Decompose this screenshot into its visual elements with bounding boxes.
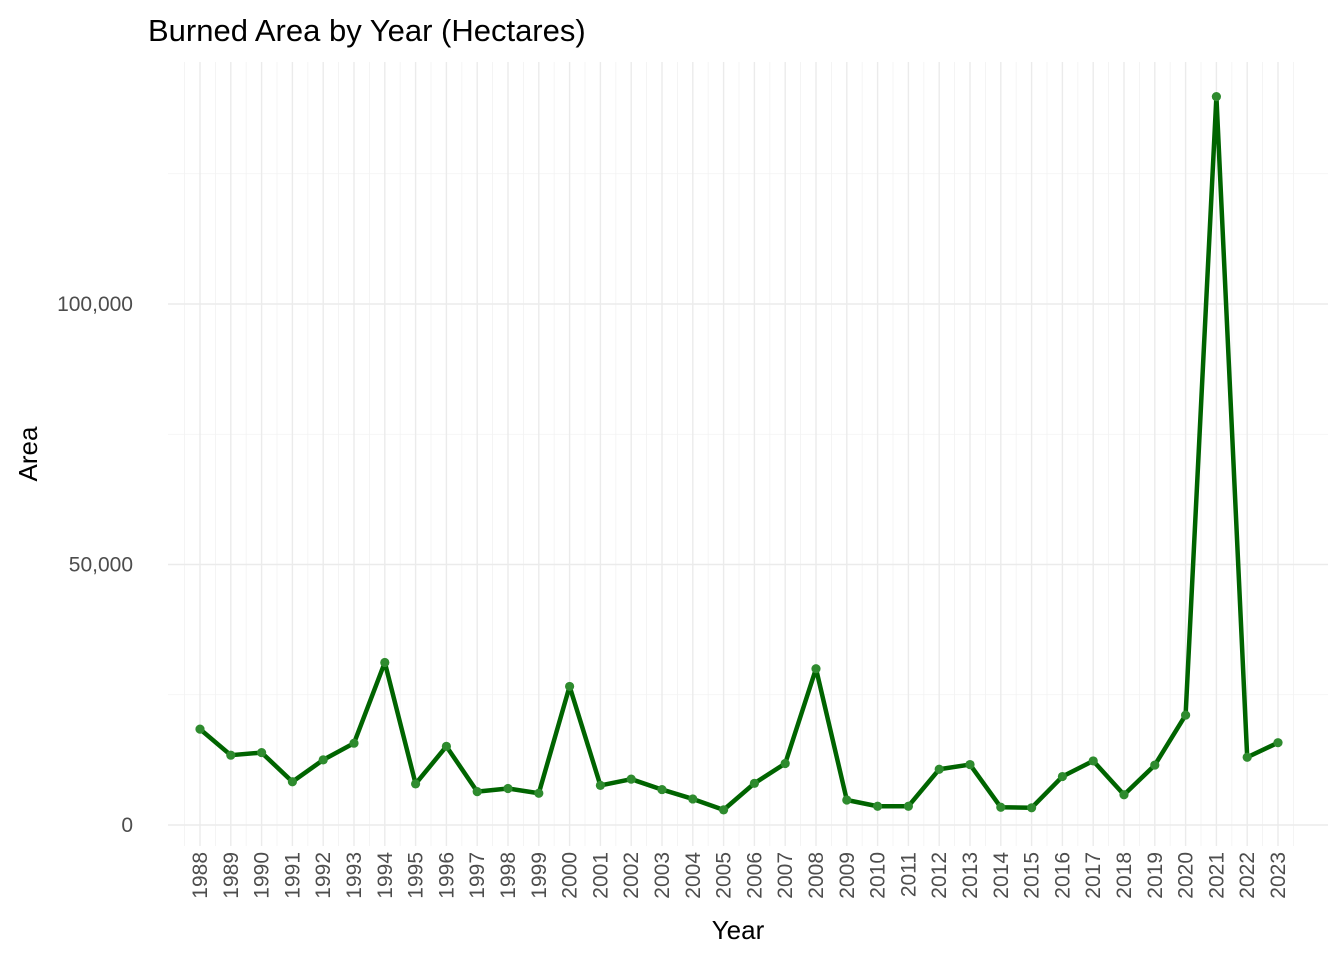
x-tick-label: 2002 xyxy=(620,852,643,899)
data-point xyxy=(195,724,205,734)
x-tick-label: 2020 xyxy=(1175,852,1198,899)
x-tick-label: 2017 xyxy=(1082,852,1105,899)
x-tick-label: 1990 xyxy=(251,852,274,899)
x-tick-label: 1995 xyxy=(405,852,428,899)
data-point xyxy=(441,741,451,751)
x-tick-label: 1998 xyxy=(497,852,520,899)
x-tick-label: 1997 xyxy=(466,852,489,899)
data-point xyxy=(472,787,482,797)
data-point xyxy=(1057,771,1067,782)
x-tick-label: 2016 xyxy=(1051,852,1074,899)
y-tick-label: 50,000 xyxy=(69,554,133,577)
x-tick-label: 1992 xyxy=(312,852,335,899)
data-point xyxy=(287,777,297,787)
x-tick-label: 2022 xyxy=(1236,852,1259,899)
data-point xyxy=(1242,752,1252,762)
data-point xyxy=(873,801,883,811)
series-layer xyxy=(195,92,1283,815)
x-tick-label: 1996 xyxy=(435,852,458,899)
x-tick-label: 2011 xyxy=(897,852,920,897)
grid xyxy=(168,62,1328,846)
x-tick-label: 1989 xyxy=(220,852,243,899)
x-tick-label: 2007 xyxy=(774,852,797,899)
data-point xyxy=(903,801,914,811)
data-point xyxy=(719,805,729,815)
x-axis-ticks: 1988 1989 1990 1991 1992 1993 1994 1995 1996 1997… xyxy=(189,852,1290,899)
data-point xyxy=(349,738,359,748)
data-point xyxy=(565,681,575,692)
data-point xyxy=(257,747,267,758)
data-point xyxy=(1211,92,1221,102)
x-tick-label: 2006 xyxy=(743,852,766,899)
x-tick-label: 2015 xyxy=(1021,852,1044,899)
data-point xyxy=(595,780,606,791)
x-tick-label: 2010 xyxy=(867,852,890,899)
x-tick-label: 1999 xyxy=(528,852,551,899)
x-tick-label: 2023 xyxy=(1267,852,1290,899)
x-tick-label: 2004 xyxy=(682,852,705,899)
y-axis-title: Area xyxy=(13,426,43,481)
data-point xyxy=(934,764,944,774)
series-line xyxy=(197,94,1281,813)
data-point xyxy=(657,784,667,795)
data-point xyxy=(534,788,544,798)
x-tick-label: 2012 xyxy=(928,852,951,899)
data-point xyxy=(688,794,698,804)
data-point xyxy=(226,750,236,760)
data-point xyxy=(318,755,328,765)
x-tick-label: 2008 xyxy=(805,852,828,899)
chart-title: Burned Area by Year (Hectares) xyxy=(148,13,586,48)
data-point xyxy=(996,802,1006,812)
x-tick-label: 1994 xyxy=(374,852,397,899)
data-point xyxy=(380,657,390,668)
x-tick-label: 2019 xyxy=(1144,852,1167,899)
x-tick-label: 1991 xyxy=(281,852,304,899)
data-point xyxy=(503,783,513,794)
x-tick-label: 2018 xyxy=(1113,852,1136,899)
y-tick-label: 0 xyxy=(121,814,133,837)
x-tick-label: 1988 xyxy=(189,852,212,899)
x-tick-label: 2021 xyxy=(1205,852,1228,899)
y-axis-ticks: 0 50,000 100,000 xyxy=(57,293,133,837)
data-point xyxy=(1088,756,1098,766)
data-point xyxy=(1181,710,1191,720)
x-tick-label: 1993 xyxy=(343,852,366,899)
data-point xyxy=(965,759,975,770)
y-tick-label: 100,000 xyxy=(57,293,133,316)
data-point xyxy=(626,774,636,784)
data-point xyxy=(780,758,790,769)
data-point xyxy=(749,778,760,788)
data-point xyxy=(1273,738,1283,748)
data-point xyxy=(811,664,821,674)
x-tick-label: 2014 xyxy=(990,852,1013,899)
data-point xyxy=(1150,760,1160,770)
x-axis-title: Year xyxy=(712,915,765,945)
data-point xyxy=(842,795,852,805)
data-point xyxy=(411,779,421,789)
x-tick-label: 2003 xyxy=(651,852,674,899)
x-tick-label: 2001 xyxy=(589,852,612,899)
x-tick-label: 2005 xyxy=(713,852,736,899)
x-tick-label: 2013 xyxy=(959,852,982,899)
x-tick-label: 2000 xyxy=(559,852,582,899)
data-point xyxy=(1027,803,1037,813)
x-tick-label: 2009 xyxy=(836,852,859,899)
data-point xyxy=(1119,790,1129,800)
